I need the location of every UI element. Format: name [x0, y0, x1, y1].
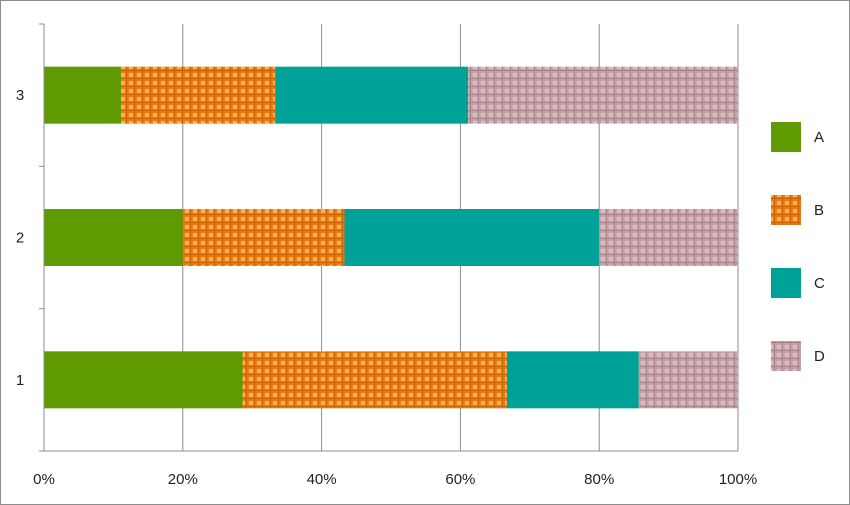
legend-label-A: A — [814, 129, 824, 146]
legend-label-C: C — [814, 275, 825, 292]
axes — [39, 23, 738, 452]
legend-label-B: B — [814, 202, 824, 219]
y-tick-label: 2 — [16, 230, 24, 247]
legend-swatch-A — [771, 122, 801, 152]
x-tick-label: 0% — [33, 471, 55, 488]
bar-segment-C-1 — [506, 351, 639, 409]
bar-segment-D-2 — [599, 209, 738, 266]
bar-segment-A-1 — [44, 351, 243, 409]
bar-segment-B-2 — [182, 209, 345, 266]
y-tick-label: 1 — [16, 372, 24, 389]
x-tick-label: 40% — [307, 471, 337, 488]
x-tick-label: 20% — [168, 471, 198, 488]
legend: A B C D — [771, 122, 825, 371]
bar-segment-B-1 — [242, 351, 507, 409]
x-tick-label: 100% — [719, 471, 757, 488]
bar-segment-A-2 — [44, 209, 183, 266]
legend-swatch-C — [771, 268, 801, 298]
bar-segment-C-3 — [275, 66, 469, 124]
bar-segment-B-3 — [121, 66, 276, 124]
y-tick-label: 3 — [16, 87, 24, 104]
bar-segment-A-3 — [44, 66, 122, 124]
bar-segment-C-2 — [344, 209, 600, 266]
bar-segment-D-3 — [468, 66, 738, 124]
tick-labels: 0% 20% 40% 60% 80% 100% 1 2 3 — [16, 87, 757, 488]
bar-segment-D-1 — [638, 351, 738, 409]
x-tick-label: 60% — [445, 471, 475, 488]
bars — [44, 66, 738, 409]
legend-swatch-D — [771, 341, 801, 371]
x-tick-label: 80% — [584, 471, 614, 488]
legend-swatch-B — [771, 195, 801, 225]
legend-label-D: D — [814, 348, 825, 365]
